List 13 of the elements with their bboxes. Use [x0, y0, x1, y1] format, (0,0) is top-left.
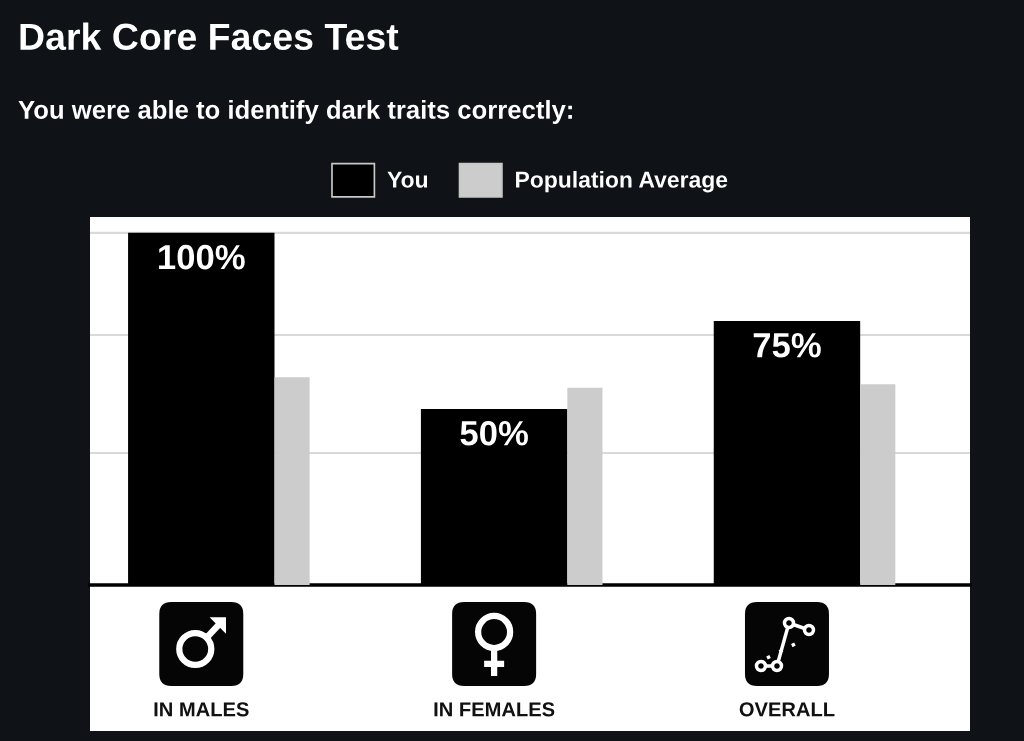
x-tick-label: IN MALES — [154, 702, 249, 717]
x-tick-label: OVERALL — [739, 702, 835, 717]
bar — [274, 377, 310, 585]
data-label: 50% — [460, 420, 528, 446]
bar — [860, 384, 896, 585]
legend-label: Population Average — [516, 170, 728, 193]
data-label: 100% — [159, 244, 245, 270]
x-tick-label: IN FEMALES — [434, 702, 555, 717]
bar — [567, 387, 603, 585]
chart-title: Dark Core Faces Test — [20, 22, 399, 51]
data-label: 75% — [753, 333, 821, 358]
legend-label: You — [387, 171, 428, 188]
chart-subtitle: You were able to identify dark traits correctly: — [18, 100, 572, 124]
